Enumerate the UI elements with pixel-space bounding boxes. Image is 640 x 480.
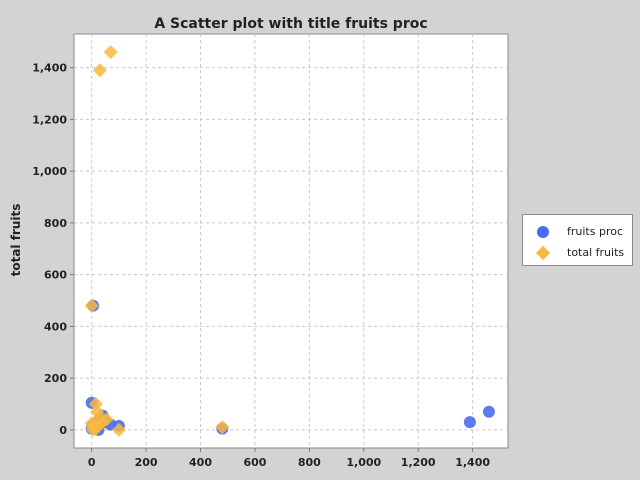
- point-total-fruits: [103, 45, 118, 60]
- plot-background: [73, 33, 509, 449]
- x-tick-label: 600: [243, 456, 266, 469]
- legend-item-fruits-proc: fruits proc: [537, 221, 632, 242]
- y-tick-label: 600: [44, 269, 67, 282]
- x-tick-label: 800: [298, 456, 321, 469]
- series-points: [84, 45, 495, 437]
- point-fruits-proc: [463, 416, 476, 429]
- legend-circle-icon: [537, 225, 567, 239]
- x-tick-label: 1,400: [455, 456, 490, 469]
- y-axis-ticks: 0 200 400 600 800 1,000 1,200 1,400: [32, 62, 74, 437]
- legend-label-fruits-proc: fruits proc: [567, 225, 624, 238]
- point-total-fruits: [92, 409, 107, 424]
- y-tick-label: 0: [59, 424, 67, 437]
- chart-title: A Scatter plot with title fruits proc: [154, 16, 427, 32]
- y-tick-label: 200: [44, 372, 67, 385]
- x-tick-label: 400: [189, 456, 212, 469]
- point-total-fruits: [84, 416, 99, 431]
- point-total-fruits: [92, 63, 107, 78]
- x-tick-label: 1,000: [346, 456, 381, 469]
- x-axis-ticks: 0 200 400 600 800 1,000 1,200 1,400: [88, 448, 490, 469]
- y-tick-label: 400: [44, 320, 67, 333]
- x-tick-label: 0: [88, 456, 96, 469]
- x-tick-label: 200: [135, 456, 158, 469]
- grid: [74, 34, 508, 448]
- legend-diamond-icon: [535, 245, 567, 260]
- point-total-fruits: [215, 420, 230, 435]
- y-axis-label: total fruits: [9, 204, 23, 277]
- y-tick-label: 1,200: [32, 113, 67, 126]
- legend-label-total-fruits: total fruits: [567, 246, 625, 259]
- legend: fruits proc total fruits: [522, 214, 633, 266]
- y-tick-label: 1,400: [32, 62, 67, 75]
- y-tick-label: 1,000: [32, 165, 67, 178]
- point-total-fruits: [111, 422, 126, 437]
- legend-item-total-fruits: total fruits: [535, 242, 632, 263]
- point-total-fruits: [84, 298, 99, 313]
- y-tick-label: 800: [44, 217, 67, 230]
- x-tick-label: 1,200: [401, 456, 436, 469]
- point-fruits-proc: [482, 405, 495, 418]
